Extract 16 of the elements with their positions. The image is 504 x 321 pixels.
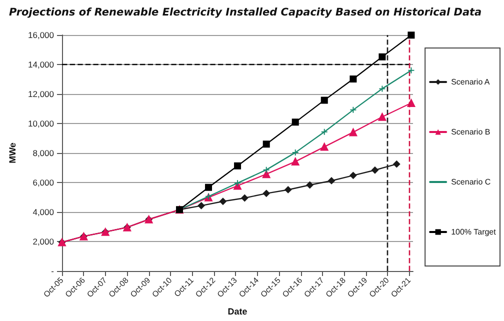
y-tick-label: 8,000 [32,148,54,158]
y-tick-label: 6,000 [32,178,54,188]
y-tick-label: 16,000 [28,30,54,40]
y-tick-label: - [51,266,54,276]
legend-label: Scenario B [451,128,490,136]
y-tick-label: 10,000 [28,118,54,128]
x-axis-title: Date [228,306,248,316]
legend-label: 100% Target [451,228,497,236]
y-tick-label: 2,000 [32,236,54,246]
y-tick-label: 14,000 [28,60,54,70]
y-tick-label: 12,000 [28,89,54,99]
chart-title: Projections of Renewable Electricity Installed Capacity Based on Historical Data [9,6,482,18]
legend-label: Scenario A [451,78,490,86]
y-tick-label: 4,000 [32,207,54,217]
legend-label: Scenario C [451,178,491,186]
y-axis-title: MWe [8,142,18,164]
